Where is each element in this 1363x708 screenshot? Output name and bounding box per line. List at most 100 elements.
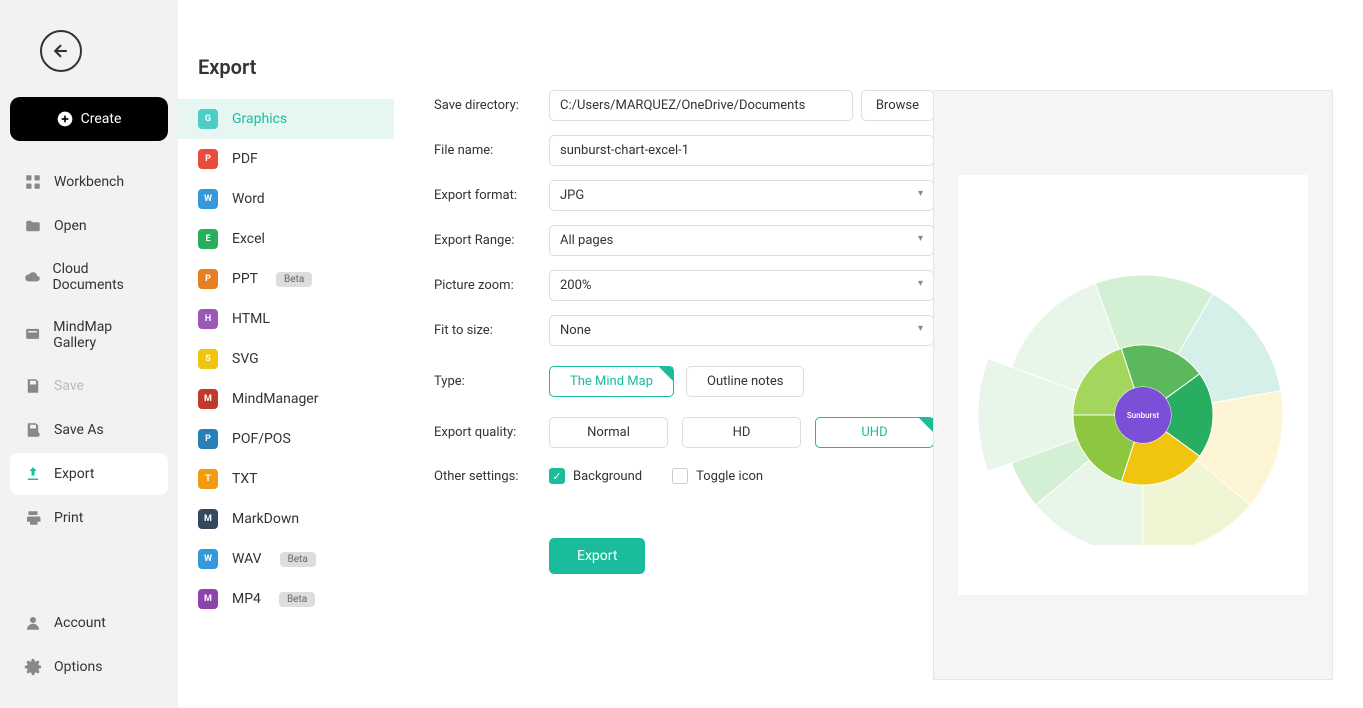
format-icon: W (198, 189, 218, 209)
format-icon: G (198, 109, 218, 129)
format-icon: P (198, 429, 218, 449)
format-mindmanager[interactable]: MMindManager (178, 379, 394, 419)
sunburst-preview: Sunburst (973, 225, 1293, 545)
format-icon: W (198, 549, 218, 569)
export-range-select[interactable]: All pages (549, 225, 934, 256)
nav-save[interactable]: Save (10, 365, 168, 407)
checkbox-icon (672, 468, 688, 484)
background-checkbox[interactable]: ✓ Background (549, 468, 642, 484)
form-column: Save directory: C:/Users/MARQUEZ/OneDriv… (434, 90, 934, 678)
format-icon: M (198, 509, 218, 529)
file-name-label: File name: (434, 143, 549, 158)
nav-label: Account (54, 615, 106, 631)
nav-label: Options (54, 659, 102, 675)
nav-export[interactable]: Export (10, 453, 168, 495)
format-icon: T (198, 469, 218, 489)
export-icon (24, 465, 42, 483)
fit-to-size-label: Fit to size: (434, 323, 549, 338)
beta-badge: Beta (276, 272, 312, 287)
type-option-0[interactable]: The Mind Map (549, 366, 674, 397)
preview-canvas: Sunburst (958, 175, 1308, 595)
format-graphics[interactable]: G Graphics (178, 99, 394, 139)
format-label: SVG (232, 351, 259, 367)
format-icon: E (198, 229, 218, 249)
format-markdown[interactable]: M MarkDown (178, 499, 394, 539)
toggle-icon-label: Toggle icon (696, 469, 763, 484)
quality-option-1[interactable]: HD (682, 417, 801, 448)
nav-label: Save As (54, 422, 104, 438)
save-directory-label: Save directory: (434, 98, 549, 113)
back-button[interactable] (40, 30, 82, 72)
export-format-select[interactable]: JPG (549, 180, 934, 211)
format-pdf[interactable]: P PDF (178, 139, 394, 179)
beta-badge: Beta (280, 552, 316, 567)
export-button[interactable]: Export (549, 538, 645, 574)
format-panel: Export G Graphics P PDF W Word EExcel P PPT Beta H… (178, 0, 394, 708)
format-icon: S (198, 349, 218, 369)
nav-label: Save (54, 378, 84, 394)
format-label: PDF (232, 151, 258, 167)
format-label: PPT (232, 271, 258, 287)
create-label: Create (81, 111, 122, 127)
format-mp4[interactable]: MMP4Beta (178, 579, 394, 619)
nav-print[interactable]: Print (10, 497, 168, 539)
format-wav[interactable]: WWAVBeta (178, 539, 394, 579)
format-txt[interactable]: T TXT (178, 459, 394, 499)
nav-label: MindMap Gallery (53, 319, 154, 351)
file-name-input[interactable]: sunburst-chart-excel-1 (549, 135, 934, 166)
nav-label: Export (54, 466, 94, 482)
nav-mindmap-gallery[interactable]: MindMap Gallery (10, 307, 168, 363)
quality-group: Normal HD UHD (549, 417, 934, 448)
sidebar: Create Workbench OpenCloud Documents MindM… (0, 0, 178, 708)
format-label: Graphics (232, 111, 287, 127)
quality-option-2[interactable]: UHD (815, 417, 934, 448)
format-html[interactable]: HHTML (178, 299, 394, 339)
nav-cloud-documents[interactable]: Cloud Documents (10, 249, 168, 305)
main-content: Save directory: C:/Users/MARQUEZ/OneDriv… (394, 0, 1363, 708)
fit-to-size-select[interactable]: None (549, 315, 934, 346)
type-option-1[interactable]: Outline notes (686, 366, 804, 397)
other-settings-label: Other settings: (434, 469, 549, 484)
export-range-label: Export Range: (434, 233, 549, 248)
nav-account[interactable]: Account (10, 602, 168, 644)
format-icon: P (198, 269, 218, 289)
save-as-icon (24, 421, 42, 439)
nav-label: Workbench (54, 174, 124, 190)
browse-button[interactable]: Browse (861, 90, 934, 121)
export-format-label: Export format: (434, 188, 549, 203)
format-pof-pos[interactable]: P POF/POS (178, 419, 394, 459)
format-label: POF/POS (232, 431, 291, 447)
format-icon: M (198, 589, 218, 609)
type-label: Type: (434, 374, 549, 389)
svg-text:Sunburst: Sunburst (1127, 411, 1160, 420)
nav-items: Workbench OpenCloud Documents MindMap Gall… (10, 161, 168, 539)
picture-zoom-label: Picture zoom: (434, 278, 549, 293)
create-button[interactable]: Create (10, 97, 168, 141)
background-label: Background (573, 469, 642, 484)
format-label: Word (232, 191, 265, 207)
format-label: MarkDown (232, 511, 299, 527)
toggle-icon-checkbox[interactable]: Toggle icon (672, 468, 763, 484)
nav-workbench[interactable]: Workbench (10, 161, 168, 203)
nav-bottom: Account Options (10, 602, 168, 688)
format-icon: P (198, 149, 218, 169)
nav-open[interactable]: Open (10, 205, 168, 247)
format-label: HTML (232, 311, 270, 327)
preview-panel: Sunburst (933, 90, 1333, 680)
picture-zoom-select[interactable]: 200% (549, 270, 934, 301)
nav-options[interactable]: Options (10, 646, 168, 688)
save-icon (24, 377, 42, 395)
format-word[interactable]: W Word (178, 179, 394, 219)
format-label: TXT (232, 471, 257, 487)
export-title: Export (178, 0, 394, 99)
type-group: The Mind Map Outline notes (549, 366, 804, 397)
nav-save-as[interactable]: Save As (10, 409, 168, 451)
format-svg[interactable]: S SVG (178, 339, 394, 379)
format-excel[interactable]: EExcel (178, 219, 394, 259)
workbench-icon (24, 173, 42, 191)
checkbox-icon: ✓ (549, 468, 565, 484)
format-ppt[interactable]: P PPT Beta (178, 259, 394, 299)
format-list: G Graphics P PDF W Word EExcel P PPT Beta HHTML S SV… (178, 99, 394, 619)
save-directory-input[interactable]: C:/Users/MARQUEZ/OneDrive/Documents (549, 90, 853, 121)
quality-option-0[interactable]: Normal (549, 417, 668, 448)
